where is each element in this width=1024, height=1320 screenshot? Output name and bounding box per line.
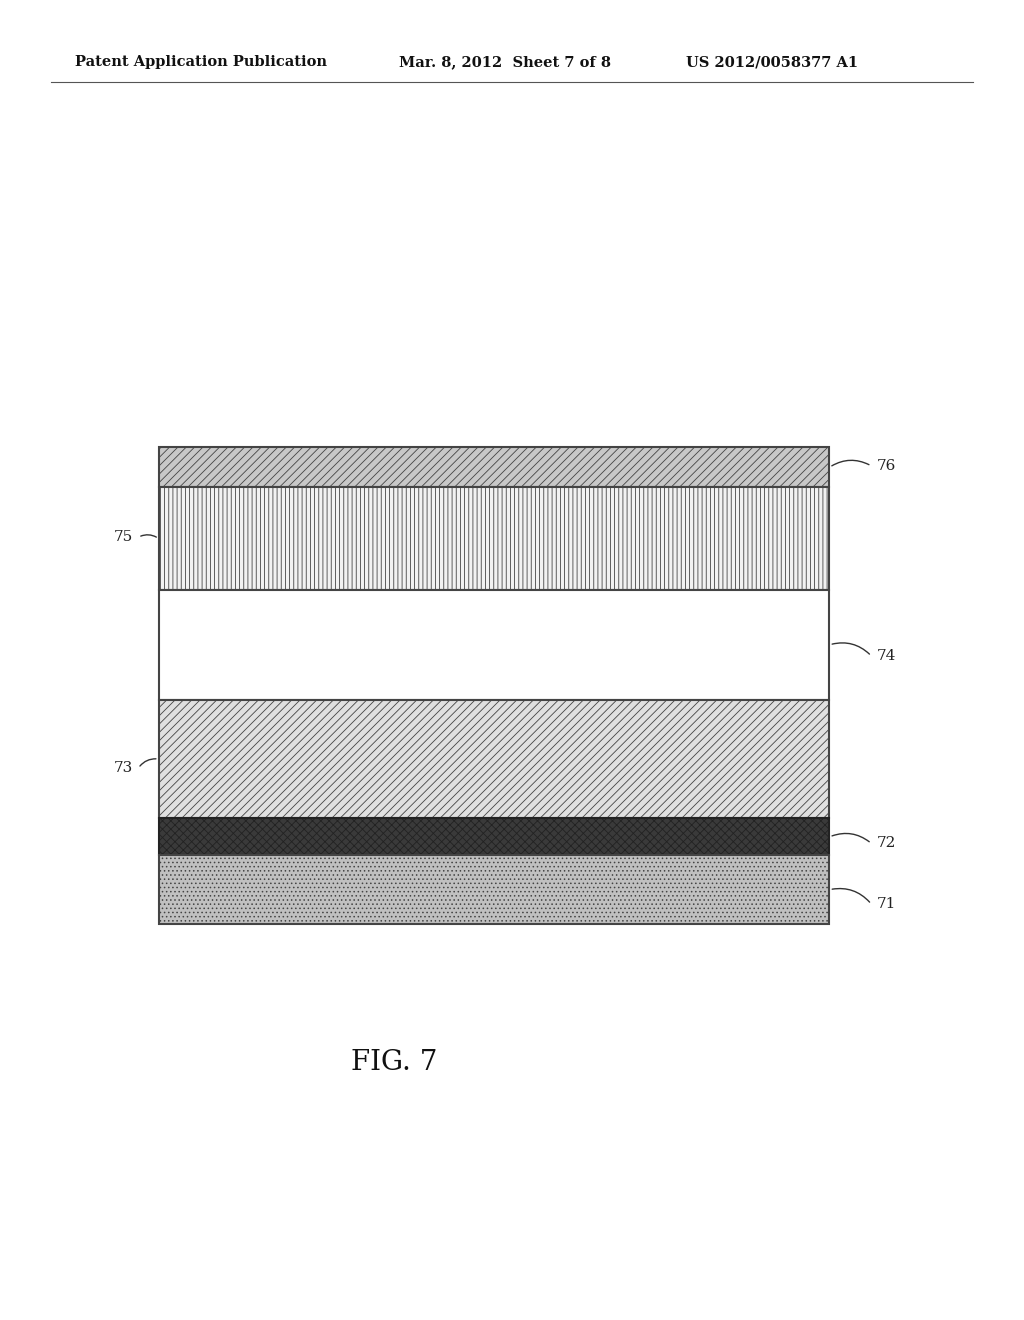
Text: 75: 75 [114,531,133,544]
Text: FIG. 7: FIG. 7 [351,1049,437,1076]
Text: 72: 72 [877,837,896,850]
Bar [159,590,829,700]
Bar [159,818,829,855]
Text: US 2012/0058377 A1: US 2012/0058377 A1 [686,55,858,69]
Bar [159,855,829,924]
Text: 76: 76 [877,459,896,473]
Bar [159,487,829,590]
Text: 74: 74 [877,649,896,663]
Text: Mar. 8, 2012  Sheet 7 of 8: Mar. 8, 2012 Sheet 7 of 8 [399,55,611,69]
Text: 73: 73 [114,762,133,775]
Bar [159,700,829,818]
Text: 71: 71 [877,898,896,911]
Bar [159,447,829,487]
Text: Patent Application Publication: Patent Application Publication [75,55,327,69]
